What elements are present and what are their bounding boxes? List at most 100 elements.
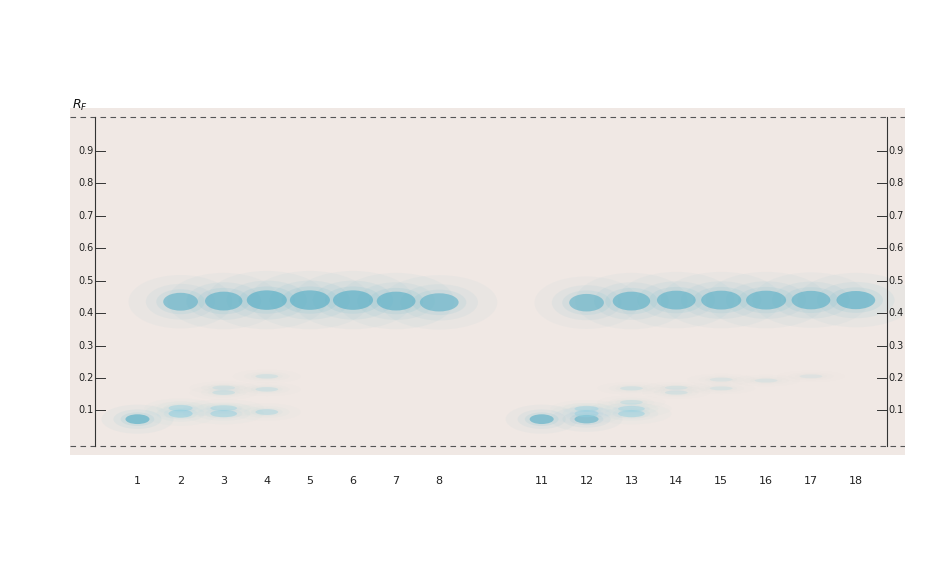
Ellipse shape xyxy=(570,408,604,419)
Ellipse shape xyxy=(270,281,350,320)
Ellipse shape xyxy=(312,281,393,320)
Ellipse shape xyxy=(594,282,669,320)
Ellipse shape xyxy=(681,281,762,319)
Ellipse shape xyxy=(377,291,416,310)
Ellipse shape xyxy=(210,410,237,417)
Ellipse shape xyxy=(164,408,197,419)
Text: 1: 1 xyxy=(134,476,141,486)
Ellipse shape xyxy=(401,284,478,320)
Ellipse shape xyxy=(525,412,559,426)
Ellipse shape xyxy=(620,400,643,404)
Ellipse shape xyxy=(817,282,895,319)
Text: 0.6: 0.6 xyxy=(78,243,93,253)
Ellipse shape xyxy=(227,281,307,320)
Ellipse shape xyxy=(357,282,435,320)
Text: 8: 8 xyxy=(435,476,443,486)
Ellipse shape xyxy=(649,287,703,313)
Ellipse shape xyxy=(575,410,599,417)
Ellipse shape xyxy=(665,386,687,389)
Ellipse shape xyxy=(710,386,733,391)
Ellipse shape xyxy=(772,282,850,319)
Text: 15: 15 xyxy=(714,476,728,486)
Text: 6: 6 xyxy=(350,476,356,486)
Ellipse shape xyxy=(665,391,687,395)
Text: 0.7: 0.7 xyxy=(78,211,93,221)
Ellipse shape xyxy=(325,286,381,314)
Text: 7: 7 xyxy=(392,476,400,486)
Text: 0.8: 0.8 xyxy=(888,179,904,188)
Ellipse shape xyxy=(164,293,198,310)
Ellipse shape xyxy=(156,289,205,314)
Ellipse shape xyxy=(710,378,733,381)
Ellipse shape xyxy=(246,290,286,310)
Text: 0.8: 0.8 xyxy=(78,179,93,188)
Ellipse shape xyxy=(613,408,650,419)
Ellipse shape xyxy=(530,414,553,424)
Ellipse shape xyxy=(570,413,604,425)
Text: 0.3: 0.3 xyxy=(888,340,904,351)
Ellipse shape xyxy=(569,294,604,312)
Ellipse shape xyxy=(168,410,193,418)
Ellipse shape xyxy=(126,414,150,424)
Ellipse shape xyxy=(256,374,278,378)
Ellipse shape xyxy=(197,288,250,314)
Ellipse shape xyxy=(701,291,741,309)
Ellipse shape xyxy=(168,405,193,411)
Ellipse shape xyxy=(121,412,154,426)
Text: 0.9: 0.9 xyxy=(888,146,904,156)
Ellipse shape xyxy=(563,290,611,315)
Text: 16: 16 xyxy=(759,476,773,486)
Ellipse shape xyxy=(156,406,205,422)
Ellipse shape xyxy=(551,285,621,320)
Ellipse shape xyxy=(282,286,338,314)
Text: $R_F$: $R_F$ xyxy=(72,98,87,113)
Text: 0.6: 0.6 xyxy=(888,243,904,253)
Text: 0.4: 0.4 xyxy=(78,308,93,318)
Ellipse shape xyxy=(212,385,235,390)
Ellipse shape xyxy=(575,415,599,423)
Ellipse shape xyxy=(210,406,237,411)
Text: 4: 4 xyxy=(263,476,271,486)
Ellipse shape xyxy=(290,290,330,310)
Ellipse shape xyxy=(186,282,261,320)
Text: 0.2: 0.2 xyxy=(888,373,904,383)
Text: 0.1: 0.1 xyxy=(888,406,904,415)
Ellipse shape xyxy=(256,387,278,392)
Text: 0.9: 0.9 xyxy=(78,146,93,156)
Ellipse shape xyxy=(205,404,243,412)
Ellipse shape xyxy=(256,409,278,415)
Ellipse shape xyxy=(657,291,696,309)
Text: 0.7: 0.7 xyxy=(888,211,904,221)
Ellipse shape xyxy=(205,408,243,419)
Text: 11: 11 xyxy=(535,476,549,486)
Ellipse shape xyxy=(620,386,643,391)
Text: 0.1: 0.1 xyxy=(78,406,93,415)
Text: 0.4: 0.4 xyxy=(888,308,904,318)
Ellipse shape xyxy=(618,410,644,417)
Text: 18: 18 xyxy=(849,476,863,486)
Text: 2: 2 xyxy=(177,476,184,486)
Text: 0.5: 0.5 xyxy=(888,276,904,286)
Ellipse shape xyxy=(575,406,599,412)
Ellipse shape xyxy=(836,291,875,309)
Ellipse shape xyxy=(638,281,715,319)
Ellipse shape xyxy=(613,291,650,310)
Ellipse shape xyxy=(251,408,283,416)
Ellipse shape xyxy=(726,281,806,319)
Ellipse shape xyxy=(164,404,197,412)
Ellipse shape xyxy=(146,284,216,320)
Text: 5: 5 xyxy=(306,476,313,486)
Text: 0.5: 0.5 xyxy=(78,276,93,286)
Ellipse shape xyxy=(412,290,466,315)
Text: 12: 12 xyxy=(579,476,593,486)
Ellipse shape xyxy=(738,287,794,313)
Ellipse shape xyxy=(563,411,611,427)
Ellipse shape xyxy=(369,288,423,314)
Ellipse shape xyxy=(613,405,650,413)
Text: 3: 3 xyxy=(220,476,227,486)
Ellipse shape xyxy=(333,290,373,310)
Ellipse shape xyxy=(800,374,822,378)
Text: 14: 14 xyxy=(670,476,684,486)
Ellipse shape xyxy=(212,390,235,395)
Ellipse shape xyxy=(605,288,658,314)
